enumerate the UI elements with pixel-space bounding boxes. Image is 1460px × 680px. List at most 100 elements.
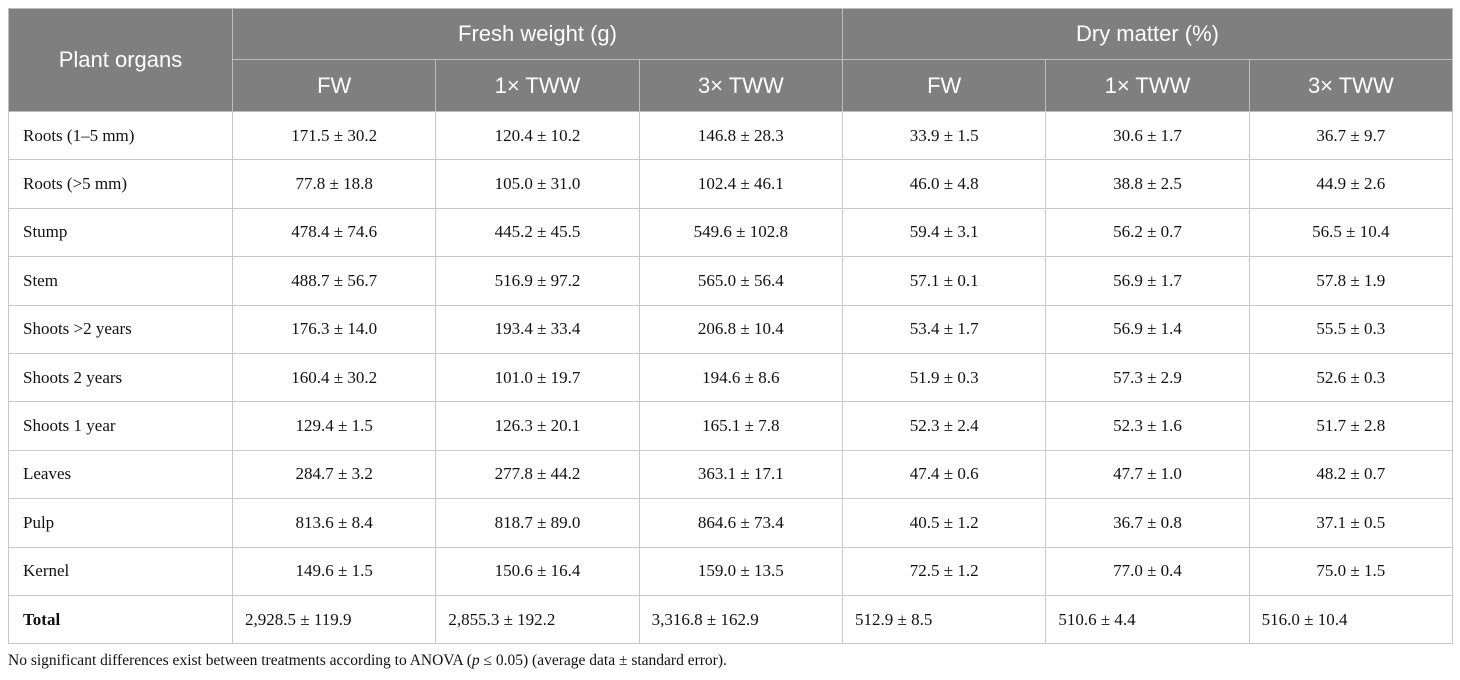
table-container: Plant organs Fresh weight (g) Dry matter… [8,8,1453,645]
value-cell: 51.9 ± 0.3 [841,352,1047,403]
value-cell: 284.7 ± 3.2 [231,449,437,500]
organ-cell: Roots (>5 mm) [8,159,233,209]
footnote-text-after: ≤ 0.05) (average data ± standard error). [479,652,727,669]
value-cell: 47.7 ± 1.0 [1045,449,1250,500]
value-cell: 206.8 ± 10.4 [638,304,844,354]
value-cell: 37.1 ± 0.5 [1248,498,1453,548]
header-1x-tww-fresh: 1× TWW [435,59,640,112]
organ-cell: Stem [8,256,233,306]
value-cell: 59.4 ± 3.1 [841,207,1047,258]
header-3x-tww-dry: 3× TWW [1248,59,1453,112]
value-cell: 47.4 ± 0.6 [841,449,1047,500]
value-cell: 813.6 ± 8.4 [231,498,437,548]
value-cell: 72.5 ± 1.2 [841,546,1047,596]
organ-cell: Shoots 1 year [8,401,233,451]
header-fw-fresh: FW [231,59,437,112]
table-row: Stem 488.7 ± 56.7 516.9 ± 97.2 565.0 ± 5… [8,256,1453,306]
header-group-fresh-weight: Fresh weight (g) [232,8,843,60]
table-row: Kernel 149.6 ± 1.5 150.6 ± 16.4 159.0 ± … [8,546,1453,596]
value-cell: 149.6 ± 1.5 [231,546,437,596]
value-cell: 194.6 ± 8.6 [638,352,844,403]
total-row: Total 2,928.5 ± 119.9 2,855.3 ± 192.2 3,… [8,594,1453,645]
value-cell: 52.3 ± 1.6 [1045,401,1250,451]
table-row: Roots (>5 mm) 77.8 ± 18.8 105.0 ± 31.0 1… [8,159,1453,209]
value-cell: 46.0 ± 4.8 [841,159,1047,209]
organ-cell: Pulp [8,498,233,548]
value-cell: 516.9 ± 97.2 [435,256,640,306]
table-row: Shoots >2 years 176.3 ± 14.0 193.4 ± 33.… [8,304,1453,354]
value-cell: 565.0 ± 56.4 [638,256,844,306]
organ-cell: Shoots 2 years [8,352,233,403]
value-cell: 150.6 ± 16.4 [435,546,640,596]
value-cell: 57.8 ± 1.9 [1248,256,1453,306]
value-cell: 102.4 ± 46.1 [638,159,844,209]
data-table: Plant organs Fresh weight (g) Dry matter… [8,8,1453,645]
table-row: Roots (1–5 mm) 171.5 ± 30.2 120.4 ± 10.2… [8,110,1453,161]
value-cell: 864.6 ± 73.4 [638,498,844,548]
value-cell: 57.1 ± 0.1 [841,256,1047,306]
organ-cell: Stump [8,207,233,258]
table-row: Pulp 813.6 ± 8.4 818.7 ± 89.0 864.6 ± 73… [8,498,1453,548]
value-cell: 38.8 ± 2.5 [1045,159,1250,209]
table-row: Shoots 2 years 160.4 ± 30.2 101.0 ± 19.7… [8,352,1453,403]
value-cell: 30.6 ± 1.7 [1045,110,1250,161]
value-cell: 176.3 ± 14.0 [231,304,437,354]
value-cell: 146.8 ± 28.3 [638,110,844,161]
value-cell: 77.0 ± 0.4 [1045,546,1250,596]
value-cell: 52.6 ± 0.3 [1248,352,1453,403]
value-cell: 55.5 ± 0.3 [1248,304,1453,354]
organ-cell: Shoots >2 years [8,304,233,354]
footnote-p-symbol: p [471,652,480,669]
table-row: Leaves 284.7 ± 3.2 277.8 ± 44.2 363.1 ± … [8,449,1453,500]
value-cell: 57.3 ± 2.9 [1045,352,1250,403]
table-header: Plant organs Fresh weight (g) Dry matter… [8,8,1453,112]
total-value-cell: 510.6 ± 4.4 [1045,594,1250,645]
value-cell: 56.5 ± 10.4 [1248,207,1453,258]
value-cell: 165.1 ± 7.8 [638,401,844,451]
value-cell: 51.7 ± 2.8 [1248,401,1453,451]
table-row: Shoots 1 year 129.4 ± 1.5 126.3 ± 20.1 1… [8,401,1453,451]
value-cell: 48.2 ± 0.7 [1248,449,1453,500]
value-cell: 129.4 ± 1.5 [231,401,437,451]
table-row: Stump 478.4 ± 74.6 445.2 ± 45.5 549.6 ± … [8,207,1453,258]
value-cell: 478.4 ± 74.6 [231,207,437,258]
value-cell: 488.7 ± 56.7 [231,256,437,306]
total-value-cell: 2,855.3 ± 192.2 [435,594,640,645]
value-cell: 277.8 ± 44.2 [435,449,640,500]
table-body: Roots (1–5 mm) 171.5 ± 30.2 120.4 ± 10.2… [8,110,1453,645]
header-3x-tww-fresh: 3× TWW [638,59,844,112]
total-value-cell: 3,316.8 ± 162.9 [638,594,844,645]
value-cell: 105.0 ± 31.0 [435,159,640,209]
value-cell: 56.9 ± 1.4 [1045,304,1250,354]
organ-cell: Kernel [8,546,233,596]
header-fw-dry: FW [841,59,1047,112]
header-plant-organs: Plant organs [8,8,233,112]
value-cell: 33.9 ± 1.5 [841,110,1047,161]
table-footnote: No significant differences exist between… [8,652,727,670]
footnote-text-before: No significant differences exist between… [8,652,472,669]
value-cell: 40.5 ± 1.2 [841,498,1047,548]
value-cell: 52.3 ± 2.4 [841,401,1047,451]
value-cell: 36.7 ± 9.7 [1248,110,1453,161]
value-cell: 75.0 ± 1.5 [1248,546,1453,596]
value-cell: 56.9 ± 1.7 [1045,256,1250,306]
value-cell: 56.2 ± 0.7 [1045,207,1250,258]
header-1x-tww-dry: 1× TWW [1045,59,1250,112]
value-cell: 36.7 ± 0.8 [1045,498,1250,548]
value-cell: 120.4 ± 10.2 [435,110,640,161]
value-cell: 126.3 ± 20.1 [435,401,640,451]
value-cell: 160.4 ± 30.2 [231,352,437,403]
value-cell: 193.4 ± 33.4 [435,304,640,354]
value-cell: 101.0 ± 19.7 [435,352,640,403]
value-cell: 171.5 ± 30.2 [231,110,437,161]
value-cell: 445.2 ± 45.5 [435,207,640,258]
total-value-cell: 516.0 ± 10.4 [1248,594,1453,645]
header-group-dry-matter: Dry matter (%) [842,8,1453,60]
value-cell: 53.4 ± 1.7 [841,304,1047,354]
value-cell: 159.0 ± 13.5 [638,546,844,596]
total-value-cell: 512.9 ± 8.5 [841,594,1047,645]
value-cell: 363.1 ± 17.1 [638,449,844,500]
organ-cell: Roots (1–5 mm) [8,110,233,161]
total-value-cell: 2,928.5 ± 119.9 [231,594,437,645]
value-cell: 44.9 ± 2.6 [1248,159,1453,209]
